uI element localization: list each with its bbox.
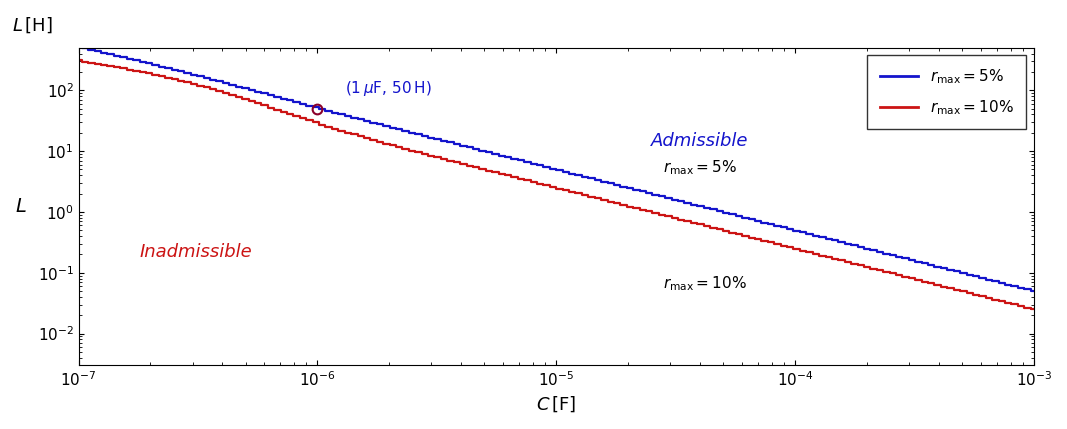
X-axis label: $C\,[\mathrm{F}]$: $C\,[\mathrm{F}]$ [536, 395, 576, 414]
Text: Inadmissible: Inadmissible [140, 243, 252, 261]
Legend: $r_{\max}=5\%$, $r_{\max}=10\%$: $r_{\max}=5\%$, $r_{\max}=10\%$ [867, 55, 1026, 130]
Text: $r_{\mathrm{max}}=10\%$: $r_{\mathrm{max}}=10\%$ [663, 275, 747, 293]
Y-axis label: $L$: $L$ [15, 197, 27, 216]
Text: $L\,[\mathrm{H}]$: $L\,[\mathrm{H}]$ [12, 15, 52, 35]
Text: $r_{\mathrm{max}}=5\%$: $r_{\mathrm{max}}=5\%$ [663, 158, 737, 177]
Text: $(1\,\mu\mathrm{F},\,50\,\mathrm{H})$: $(1\,\mu\mathrm{F},\,50\,\mathrm{H})$ [345, 79, 431, 98]
Text: Admissible: Admissible [651, 132, 749, 150]
